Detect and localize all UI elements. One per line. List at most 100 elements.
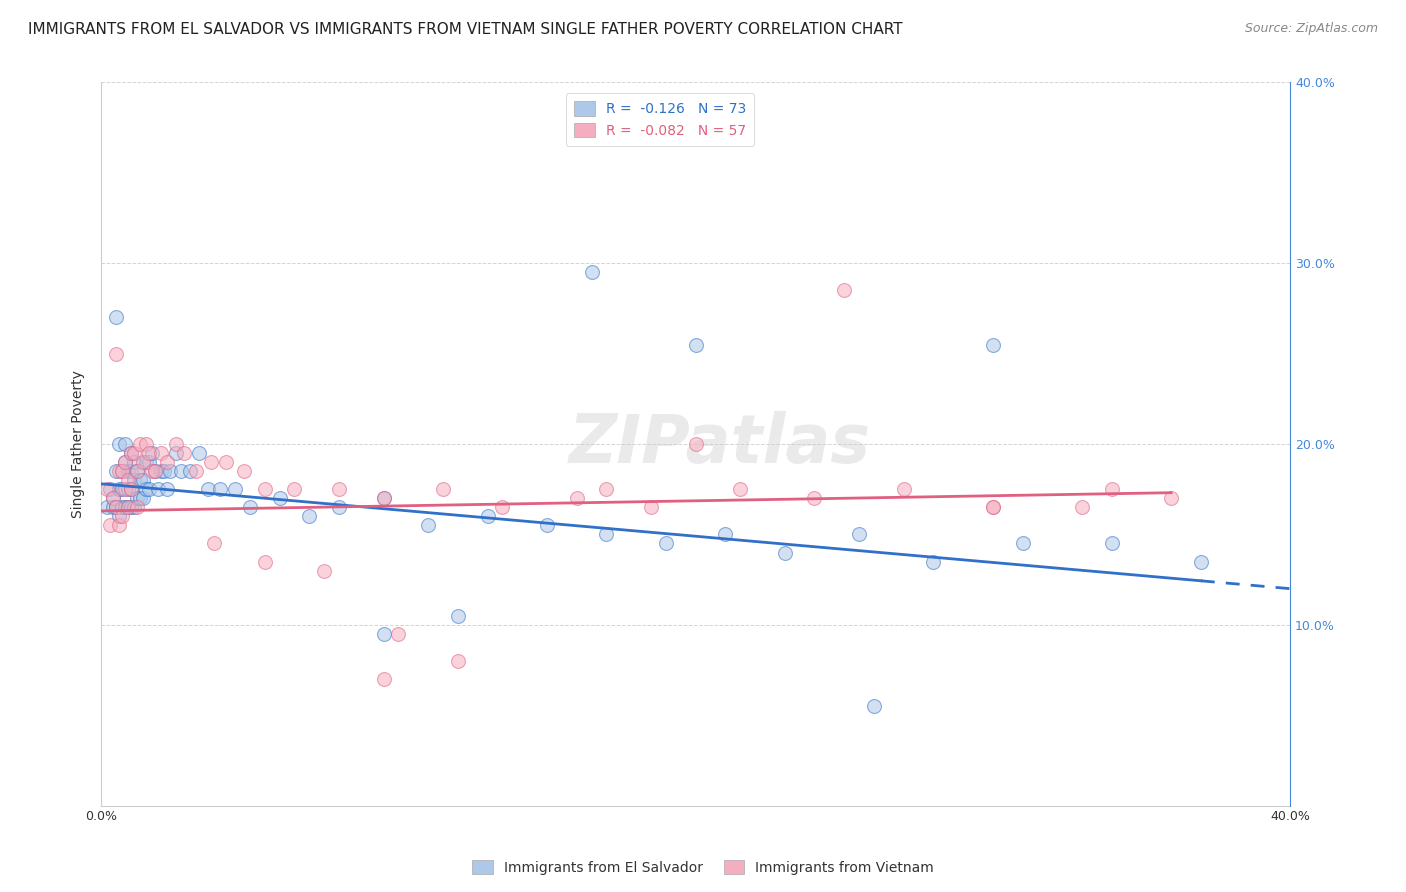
- Point: [848, 527, 870, 541]
- Point: [173, 446, 195, 460]
- Point: [122, 455, 145, 469]
- Point: [685, 437, 707, 451]
- Legend: Immigrants from El Salvador, Immigrants from Vietnam: Immigrants from El Salvador, Immigrants …: [467, 855, 939, 880]
- Point: [253, 555, 276, 569]
- Point: [224, 482, 246, 496]
- Point: [117, 464, 139, 478]
- Text: Source: ZipAtlas.com: Source: ZipAtlas.com: [1244, 22, 1378, 36]
- Point: [536, 518, 558, 533]
- Point: [132, 473, 155, 487]
- Point: [120, 482, 142, 496]
- Point: [863, 699, 886, 714]
- Text: ZIPatlas: ZIPatlas: [568, 411, 870, 477]
- Point: [135, 482, 157, 496]
- Point: [373, 491, 395, 506]
- Point: [141, 446, 163, 460]
- Point: [1101, 536, 1123, 550]
- Point: [111, 509, 134, 524]
- Point: [253, 482, 276, 496]
- Point: [298, 509, 321, 524]
- Point: [138, 482, 160, 496]
- Point: [132, 491, 155, 506]
- Point: [125, 464, 148, 478]
- Point: [1189, 555, 1212, 569]
- Point: [832, 284, 855, 298]
- Point: [143, 464, 166, 478]
- Point: [114, 455, 136, 469]
- Point: [101, 500, 124, 515]
- Point: [114, 455, 136, 469]
- Point: [135, 455, 157, 469]
- Point: [98, 482, 121, 496]
- Point: [188, 446, 211, 460]
- Point: [1160, 491, 1182, 506]
- Text: IMMIGRANTS FROM EL SALVADOR VS IMMIGRANTS FROM VIETNAM SINGLE FATHER POVERTY COR: IMMIGRANTS FROM EL SALVADOR VS IMMIGRANT…: [28, 22, 903, 37]
- Point: [893, 482, 915, 496]
- Point: [117, 482, 139, 496]
- Point: [114, 500, 136, 515]
- Point: [186, 464, 208, 478]
- Point: [120, 500, 142, 515]
- Point: [108, 437, 131, 451]
- Point: [128, 437, 150, 451]
- Point: [108, 509, 131, 524]
- Point: [114, 482, 136, 496]
- Point: [1071, 500, 1094, 515]
- Point: [215, 455, 238, 469]
- Point: [202, 536, 225, 550]
- Point: [179, 464, 201, 478]
- Point: [197, 482, 219, 496]
- Point: [138, 446, 160, 460]
- Point: [101, 491, 124, 506]
- Point: [149, 446, 172, 460]
- Point: [105, 346, 128, 360]
- Point: [96, 500, 118, 515]
- Point: [170, 464, 193, 478]
- Point: [314, 564, 336, 578]
- Point: [96, 482, 118, 496]
- Point: [120, 446, 142, 460]
- Point: [143, 464, 166, 478]
- Point: [981, 500, 1004, 515]
- Point: [432, 482, 454, 496]
- Point: [120, 446, 142, 460]
- Point: [125, 464, 148, 478]
- Point: [111, 482, 134, 496]
- Point: [149, 464, 172, 478]
- Point: [101, 491, 124, 506]
- Point: [981, 337, 1004, 351]
- Point: [595, 482, 617, 496]
- Point: [387, 627, 409, 641]
- Point: [491, 500, 513, 515]
- Point: [120, 464, 142, 478]
- Point: [1011, 536, 1033, 550]
- Point: [209, 482, 232, 496]
- Point: [108, 464, 131, 478]
- Point: [477, 509, 499, 524]
- Point: [328, 500, 350, 515]
- Point: [155, 482, 177, 496]
- Point: [328, 482, 350, 496]
- Point: [152, 464, 174, 478]
- Point: [114, 437, 136, 451]
- Point: [111, 500, 134, 515]
- Point: [581, 265, 603, 279]
- Point: [132, 455, 155, 469]
- Legend: R =  -0.126   N = 73, R =  -0.082   N = 57: R = -0.126 N = 73, R = -0.082 N = 57: [565, 93, 755, 146]
- Point: [105, 500, 128, 515]
- Point: [728, 482, 751, 496]
- Point: [922, 555, 945, 569]
- Point: [655, 536, 678, 550]
- Point: [232, 464, 254, 478]
- Point: [135, 437, 157, 451]
- Point: [640, 500, 662, 515]
- Point: [117, 500, 139, 515]
- Point: [685, 337, 707, 351]
- Point: [108, 482, 131, 496]
- Point: [128, 491, 150, 506]
- Point: [125, 491, 148, 506]
- Point: [1101, 482, 1123, 496]
- Point: [447, 654, 470, 668]
- Point: [565, 491, 588, 506]
- Point: [165, 437, 187, 451]
